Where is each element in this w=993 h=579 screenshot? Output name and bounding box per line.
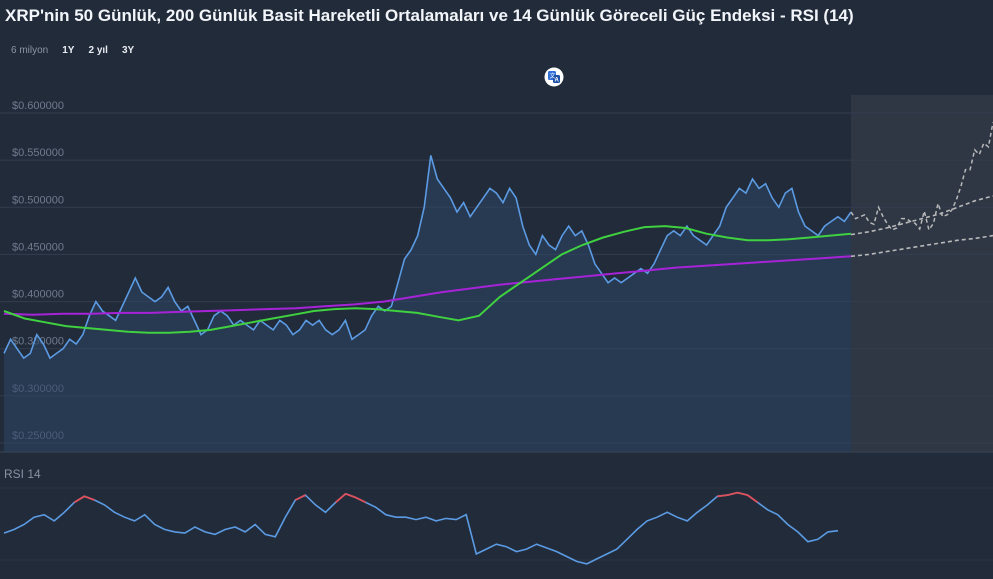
price-line bbox=[3, 155, 852, 360]
forecast-sma50-line bbox=[850, 195, 993, 236]
rsi-label: RSI 14 bbox=[4, 467, 41, 481]
y-tick-label: $0.450000 bbox=[12, 241, 64, 253]
y-tick-label: $0.550000 bbox=[12, 147, 64, 159]
range-selector: 6 milyon 1Y 2 yıl 3Y bbox=[11, 45, 134, 56]
chart-title: XRP'nin 50 Günlük, 200 Günlük Basit Hare… bbox=[5, 6, 854, 25]
sma50-line bbox=[3, 225, 852, 334]
forecast-region bbox=[851, 95, 993, 452]
range-option-1y[interactable]: 1Y bbox=[62, 45, 75, 56]
translate-icon[interactable]: 文 A bbox=[544, 67, 564, 87]
svg-text:文: 文 bbox=[550, 72, 556, 80]
rsi-overbought-segments bbox=[73, 491, 759, 504]
y-tick-label: $0.400000 bbox=[12, 289, 64, 301]
forecast-sma200-line bbox=[850, 234, 993, 258]
y-tick-label: $0.500000 bbox=[12, 194, 64, 206]
sma200-line bbox=[3, 255, 852, 316]
range-option-2y[interactable]: 2 yıl bbox=[88, 45, 108, 56]
range-label: 6 milyon bbox=[11, 45, 49, 56]
svg-text:A: A bbox=[555, 78, 560, 84]
rsi-line bbox=[3, 491, 839, 565]
range-option-3y[interactable]: 3Y bbox=[121, 45, 135, 56]
y-tick-label: $0.600000 bbox=[12, 100, 64, 112]
price-area bbox=[4, 155, 851, 452]
forecast-price-line bbox=[850, 122, 993, 232]
